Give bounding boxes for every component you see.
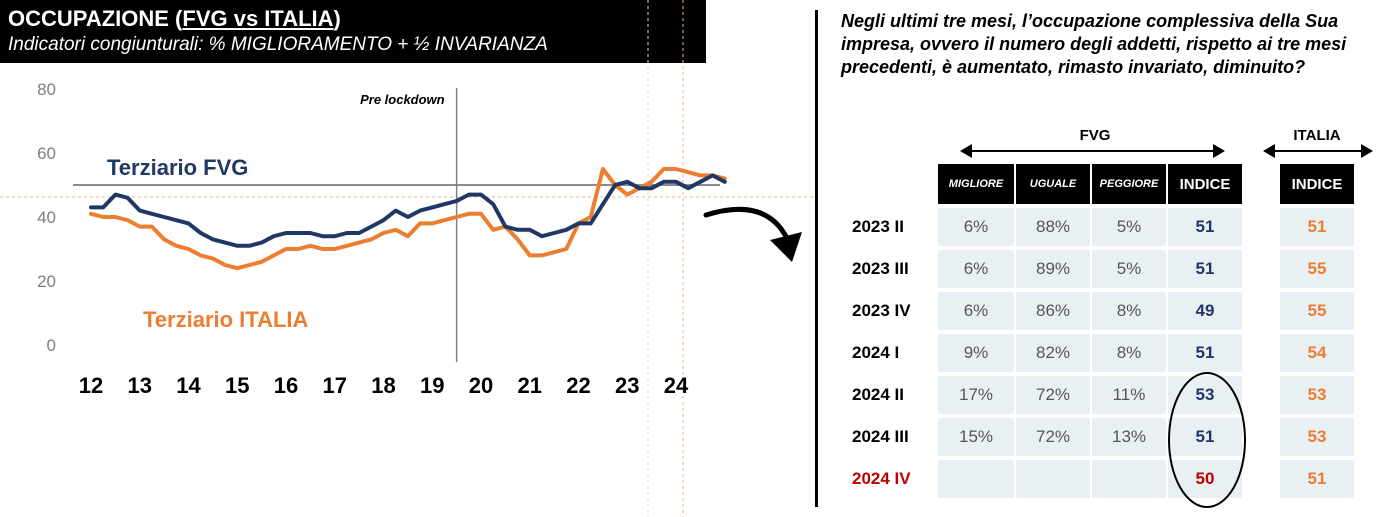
cell-uguale: 86% — [1016, 292, 1090, 330]
cell-italia: 51 — [1280, 208, 1354, 246]
x-tick-label: 12 — [79, 373, 103, 398]
y-tick-label: 0 — [47, 336, 56, 355]
title-prefix: OCCUPAZIONE ( — [8, 6, 183, 31]
vertical-divider — [815, 10, 818, 507]
arrow-right-icon — [1213, 144, 1225, 158]
title-underlined: FVG vs ITALIA — [182, 6, 334, 31]
highlight-ellipse — [1168, 372, 1246, 508]
y-tick-label: 80 — [37, 80, 56, 99]
row-period-label: 2023 III — [852, 259, 909, 278]
y-tick-label: 40 — [37, 208, 56, 227]
title-suffix: ) — [333, 6, 341, 31]
cell-uguale: 72% — [1016, 418, 1090, 456]
x-axis: 12 13 14 15 16 17 18 19 20 21 22 23 24 — [79, 373, 689, 398]
row-period-label: 2023 IV — [852, 301, 911, 320]
cell-italia: 55 — [1280, 250, 1354, 288]
cell-migliore: 6% — [938, 250, 1014, 288]
cell-peggiore: 5% — [1092, 250, 1166, 288]
y-tick-label: 60 — [37, 144, 56, 163]
cell-peggiore: 5% — [1092, 208, 1166, 246]
x-tick-label: 22 — [566, 373, 590, 398]
x-tick-label: 14 — [176, 373, 201, 398]
cell-italia: 51 — [1280, 460, 1354, 498]
cell-uguale: 89% — [1016, 250, 1090, 288]
cell-peggiore: 8% — [1092, 334, 1166, 372]
cell-peggiore: 11% — [1092, 376, 1166, 414]
cell-indice: 50 — [1168, 460, 1242, 498]
italia-group-arrow — [1263, 144, 1373, 158]
x-tick-label: 24 — [664, 373, 689, 398]
cell-indice: 51 — [1168, 208, 1242, 246]
row-period-label: 2023 II — [852, 217, 904, 236]
row-period-label: 2024 IV — [852, 469, 911, 488]
row-period-label: 2024 I — [852, 343, 900, 362]
cell-migliore: 15% — [938, 418, 1014, 456]
row-period-label: 2024 II — [852, 385, 904, 404]
survey-question: Negli ultimi tre mesi, l’occupazione com… — [841, 11, 1347, 77]
series-line-fvg — [89, 173, 727, 248]
arrow-left-icon — [960, 144, 972, 158]
cell-italia: 55 — [1280, 292, 1354, 330]
x-tick-label: 17 — [323, 373, 347, 398]
cell-peggiore: 8% — [1092, 292, 1166, 330]
cell-migliore — [938, 460, 1014, 498]
cell-migliore: 17% — [938, 376, 1014, 414]
series-label-fvg: Terziario FVG — [107, 155, 248, 180]
header-uguale: UGUALE — [1016, 164, 1090, 204]
x-tick-label: 21 — [518, 373, 542, 398]
x-tick-label: 18 — [371, 373, 395, 398]
cell-uguale: 88% — [1016, 208, 1090, 246]
y-axis: 0 20 40 60 80 — [37, 80, 56, 355]
row-period-label: 2024 III — [852, 427, 909, 446]
cell-indice: 49 — [1168, 292, 1242, 330]
cell-migliore: 6% — [938, 292, 1014, 330]
x-tick-label: 19 — [420, 373, 444, 398]
x-tick-label: 16 — [274, 373, 298, 398]
cell-italia: 53 — [1280, 376, 1354, 414]
line-chart: 0 20 40 60 80 12 13 14 15 16 17 18 19 20 21 22 23 24 Pre… — [0, 0, 815, 517]
arrow-right-icon — [1361, 144, 1373, 158]
cell-indice: 51 — [1168, 334, 1242, 372]
series-label-italia: Terziario ITALIA — [143, 307, 309, 332]
series-lines — [89, 167, 727, 271]
title-box: OCCUPAZIONE (FVG vs ITALIA) Indicatori c… — [0, 0, 706, 63]
cell-indice: 51 — [1168, 250, 1242, 288]
curved-arrow-icon — [703, 206, 793, 248]
header-peggiore: PEGGIORE — [1092, 164, 1166, 204]
cell-uguale: 72% — [1016, 376, 1090, 414]
fvg-group-arrow — [960, 144, 1225, 158]
cell-indice: 53 — [1168, 376, 1242, 414]
orange-guide-lines — [0, 0, 815, 517]
series-line-italia — [89, 167, 727, 271]
cell-indice: 51 — [1168, 418, 1242, 456]
header-migliore: MIGLIORE — [938, 164, 1014, 204]
pre-lockdown-label: Pre lockdown — [360, 92, 445, 107]
cell-migliore: 9% — [938, 334, 1014, 372]
arrow-head-icon — [770, 232, 802, 262]
cell-italia: 54 — [1280, 334, 1354, 372]
x-tick-label: 20 — [469, 373, 493, 398]
group-label-fvg: FVG — [1079, 127, 1111, 144]
arrow-left-icon — [1263, 144, 1275, 158]
y-tick-label: 20 — [37, 272, 56, 291]
x-tick-label: 23 — [615, 373, 639, 398]
cell-peggiore: 13% — [1092, 418, 1166, 456]
page-subtitle: Indicatori congiunturali: % MIGLIORAMENT… — [8, 34, 548, 55]
page-title: OCCUPAZIONE (FVG vs ITALIA) — [8, 6, 341, 32]
group-label-italia: ITALIA — [1293, 127, 1341, 144]
x-tick-label: 15 — [225, 373, 249, 398]
cell-uguale — [1016, 460, 1090, 498]
cell-migliore: 6% — [938, 208, 1014, 246]
cell-uguale: 82% — [1016, 334, 1090, 372]
x-tick-label: 13 — [128, 373, 152, 398]
header-italia-indice: INDICE — [1280, 164, 1354, 204]
cell-peggiore — [1092, 460, 1166, 498]
header-indice: INDICE — [1168, 164, 1242, 204]
cell-italia: 53 — [1280, 418, 1354, 456]
